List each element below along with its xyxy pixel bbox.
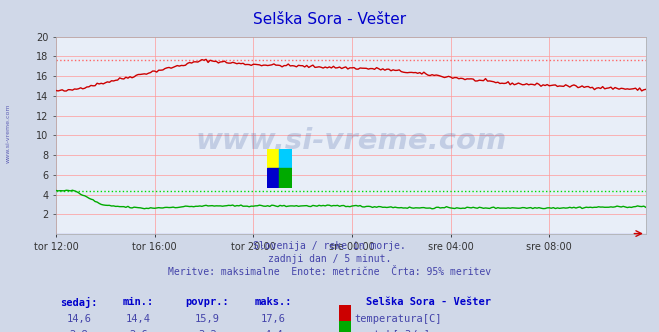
Text: 2,6: 2,6: [129, 330, 148, 332]
Text: maks.:: maks.:: [255, 297, 292, 307]
Text: www.si-vreme.com: www.si-vreme.com: [195, 127, 507, 155]
Bar: [279, 149, 292, 169]
Text: Slovenija / reke in morje.: Slovenija / reke in morje.: [253, 241, 406, 251]
Text: Selška Sora - Vešter: Selška Sora - Vešter: [366, 297, 491, 307]
Text: 15,9: 15,9: [195, 314, 220, 324]
Text: www.si-vreme.com: www.si-vreme.com: [5, 103, 11, 163]
Text: pretok[m3/s]: pretok[m3/s]: [355, 330, 430, 332]
Text: povpr.:: povpr.:: [186, 297, 229, 307]
Text: 14,6: 14,6: [67, 314, 92, 324]
Text: 2,8: 2,8: [70, 330, 88, 332]
Text: Meritve: maksimalne  Enote: metrične  Črta: 95% meritev: Meritve: maksimalne Enote: metrične Črta…: [168, 267, 491, 277]
Text: sedaj:: sedaj:: [61, 297, 98, 308]
Bar: [279, 169, 292, 188]
Bar: [267, 169, 279, 188]
Text: zadnji dan / 5 minut.: zadnji dan / 5 minut.: [268, 254, 391, 264]
Text: temperatura[C]: temperatura[C]: [355, 314, 442, 324]
Text: min.:: min.:: [123, 297, 154, 307]
Bar: [267, 149, 279, 169]
Text: Selška Sora - Vešter: Selška Sora - Vešter: [253, 12, 406, 27]
Text: 3,2: 3,2: [198, 330, 217, 332]
Text: 14,4: 14,4: [126, 314, 151, 324]
Text: 4,4: 4,4: [264, 330, 283, 332]
Text: 17,6: 17,6: [261, 314, 286, 324]
